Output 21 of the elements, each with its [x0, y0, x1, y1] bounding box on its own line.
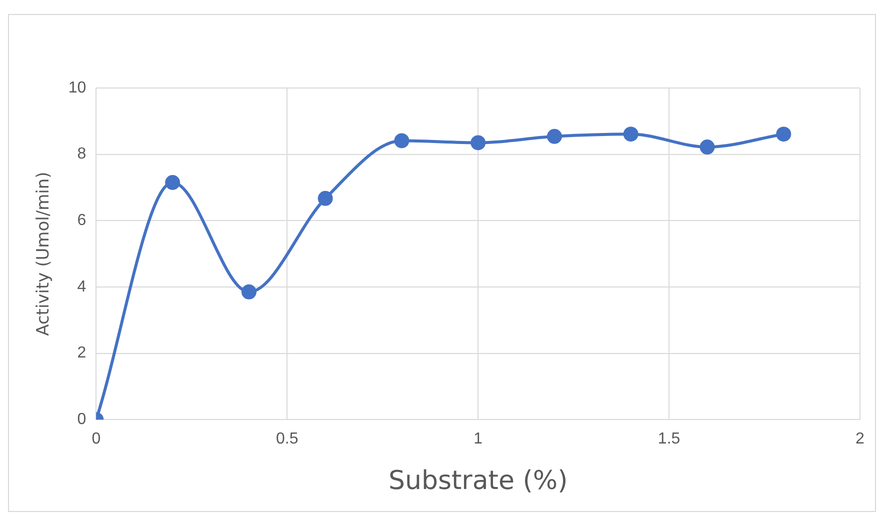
x-tick-label: 0	[92, 430, 101, 448]
point	[394, 133, 410, 148]
point	[776, 126, 792, 142]
point	[546, 128, 562, 144]
y-tick-label: 10	[68, 79, 86, 96]
x-tick-label: 0.5	[276, 430, 298, 448]
point	[165, 175, 180, 190]
y-tick-label: 0	[77, 411, 86, 428]
y-axis-title: Activity (Umol/min)	[34, 172, 54, 336]
y-tick-label: 6	[77, 212, 86, 230]
point	[318, 190, 333, 206]
point	[470, 135, 486, 150]
x-tick-label: 1.5	[658, 430, 680, 448]
y-tick-label: 2	[77, 344, 86, 362]
point	[700, 140, 715, 155]
x-tick-label: 1	[474, 430, 483, 448]
point	[623, 126, 638, 142]
x-tick-label: 2	[856, 430, 865, 448]
x-axis-title: Substrate (%)	[388, 466, 568, 496]
y-tick-label: 4	[77, 278, 86, 296]
y-tick-label: 8	[77, 146, 86, 163]
